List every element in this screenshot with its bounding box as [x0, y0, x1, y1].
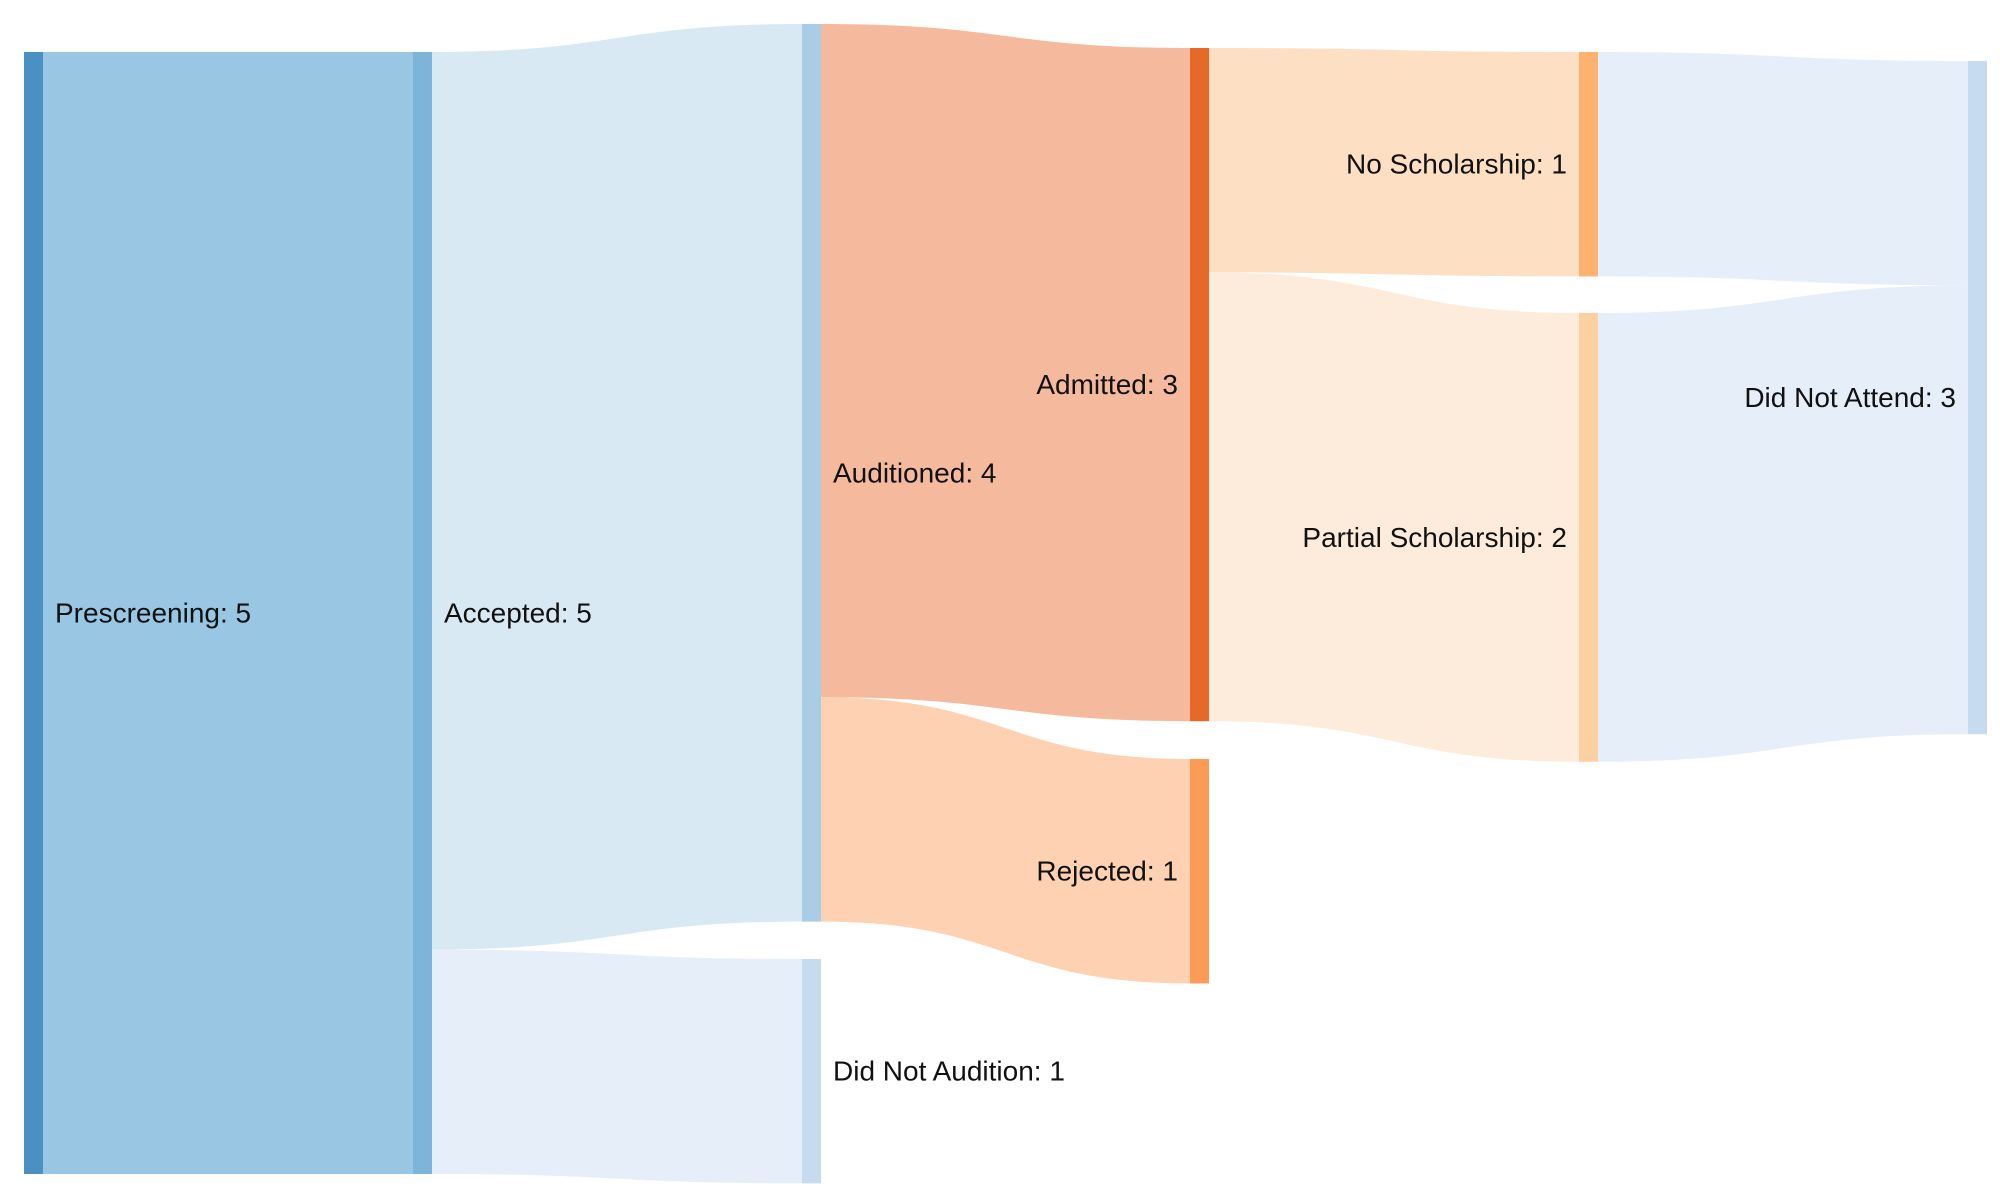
node-accepted: [413, 52, 432, 1174]
link-auditioned-to-admitted: [821, 24, 1190, 722]
node-label-accepted: Accepted: 5: [444, 598, 592, 629]
node-label-prescreening: Prescreening: 5: [55, 598, 251, 629]
node-label-no-scholarship: No Scholarship: 1: [1346, 149, 1567, 180]
node-label-auditioned: Auditioned: 4: [833, 457, 996, 488]
link-prescreening-to-accepted: [43, 52, 413, 1174]
nodes-layer: [24, 24, 1987, 1184]
node-label-rejected: Rejected: 1: [1036, 856, 1178, 887]
node-auditioned: [802, 24, 821, 922]
link-admitted-to-partial-scholarship: [1209, 272, 1579, 762]
node-no-scholarship: [1579, 52, 1598, 277]
node-prescreening: [24, 52, 43, 1174]
link-accepted-to-auditioned: [432, 24, 802, 950]
link-accepted-to-did-not-audition: [432, 949, 802, 1184]
node-did-not-attend: [1968, 61, 1987, 735]
link-auditioned-to-rejected: [821, 697, 1190, 984]
labels-layer: Prescreening: 5 Accepted: 5 Auditioned: 4 D…: [55, 149, 1956, 1087]
link-no-scholarship-to-did-not-attend: [1598, 52, 1968, 286]
node-did-not-audition: [802, 959, 821, 1184]
node-label-admitted: Admitted: 3: [1036, 369, 1178, 400]
link-partial-scholarship-to-did-not-attend: [1598, 285, 1968, 762]
node-label-did-not-attend: Did Not Attend: 3: [1744, 382, 1956, 413]
node-admitted: [1190, 48, 1209, 722]
node-partial-scholarship: [1579, 313, 1598, 762]
links-layer: [43, 24, 1968, 1184]
node-label-partial-scholarship: Partial Scholarship: 2: [1302, 522, 1567, 553]
node-label-did-not-audition: Did Not Audition: 1: [833, 1056, 1065, 1087]
link-admitted-to-no-scholarship: [1209, 48, 1579, 277]
node-rejected: [1190, 759, 1209, 984]
